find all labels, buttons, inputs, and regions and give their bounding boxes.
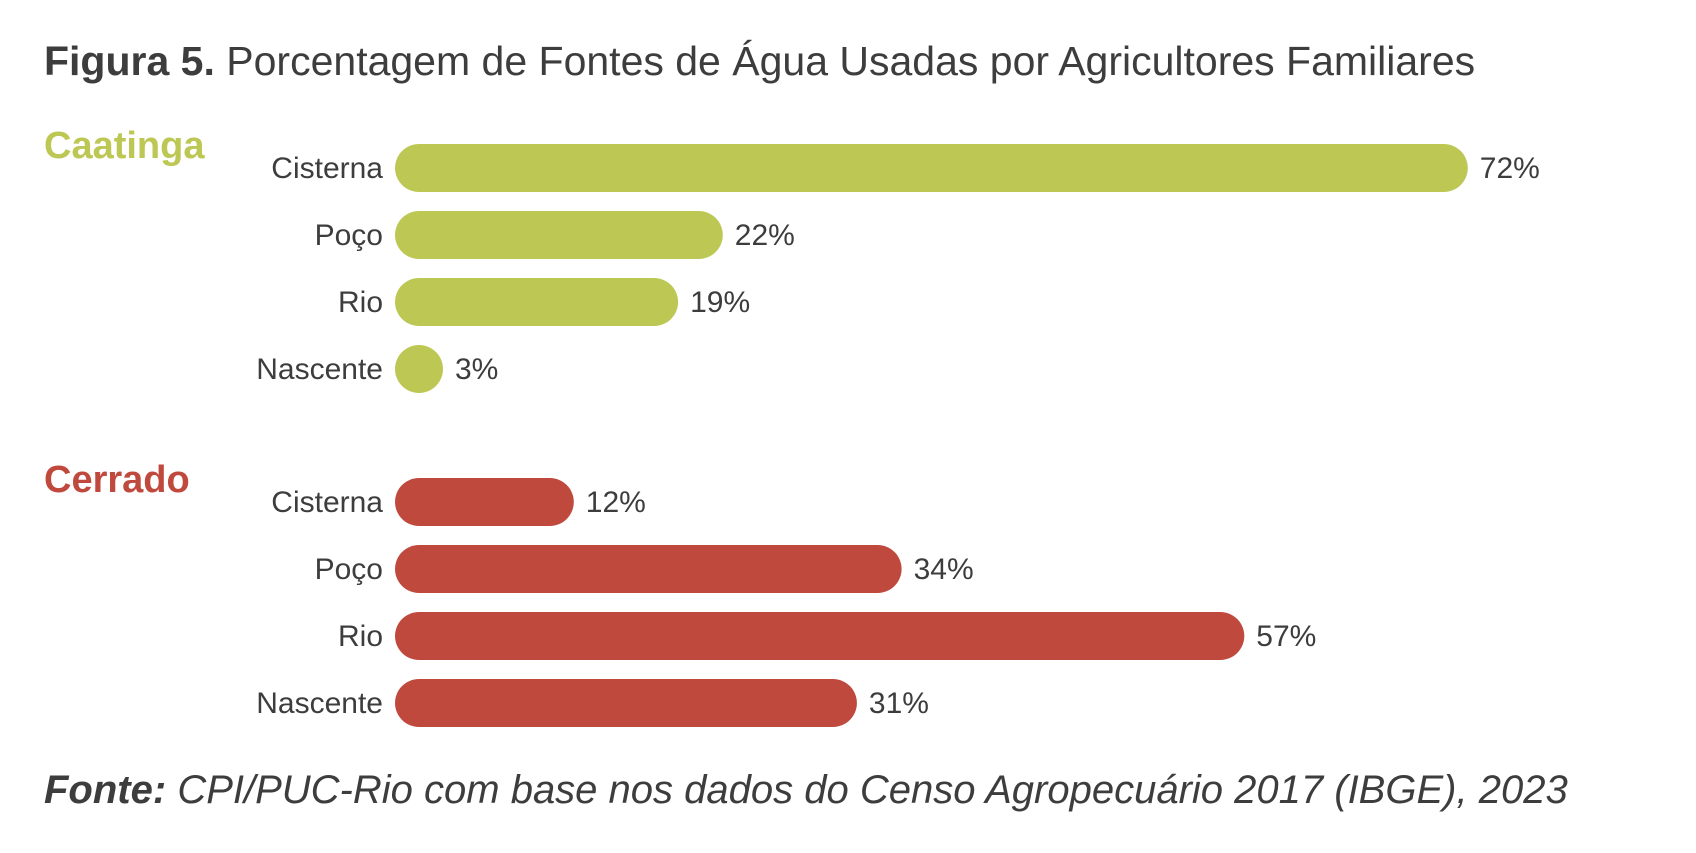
group-label-caatinga: Caatinga — [44, 125, 205, 167]
bar-caatinga-poo — [395, 211, 723, 259]
category-label: Cisterna — [271, 152, 383, 185]
value-label: 19% — [690, 286, 750, 319]
category-label: Nascente — [256, 353, 383, 386]
bar-cerrado-poo — [395, 545, 902, 593]
bar-caatinga-cisterna — [395, 144, 1468, 192]
value-label: 57% — [1256, 620, 1316, 653]
figure-source: Fonte: CPI/PUC-Rio com base nos dados do… — [44, 768, 1568, 813]
bar-cerrado-nascente — [395, 679, 857, 727]
value-label: 12% — [586, 486, 646, 519]
figure-number: Figura 5. — [44, 38, 215, 84]
source-label: Fonte: — [44, 768, 167, 812]
category-label: Poço — [315, 219, 383, 252]
figure-title: Figura 5. Porcentagem de Fontes de Água … — [44, 38, 1475, 85]
category-label: Nascente — [256, 687, 383, 720]
category-label: Poço — [315, 553, 383, 586]
bar-caatinga-rio — [395, 278, 679, 326]
value-label: 31% — [869, 687, 929, 720]
category-label: Cisterna — [271, 486, 383, 519]
source-text: CPI/PUC-Rio com base nos dados do Censo … — [177, 768, 1568, 812]
value-label: 22% — [735, 219, 795, 252]
category-label: Rio — [338, 286, 383, 319]
value-label: 3% — [455, 353, 498, 386]
value-label: 72% — [1480, 152, 1540, 185]
bar-cerrado-cisterna — [395, 478, 574, 526]
category-label: Rio — [338, 620, 383, 653]
group-label-cerrado: Cerrado — [44, 459, 190, 501]
bar-cerrado-rio — [395, 612, 1245, 660]
bar-caatinga-nascente — [395, 345, 443, 393]
value-label: 34% — [914, 553, 974, 586]
figure-title-text: Porcentagem de Fontes de Água Usadas por… — [226, 38, 1476, 84]
